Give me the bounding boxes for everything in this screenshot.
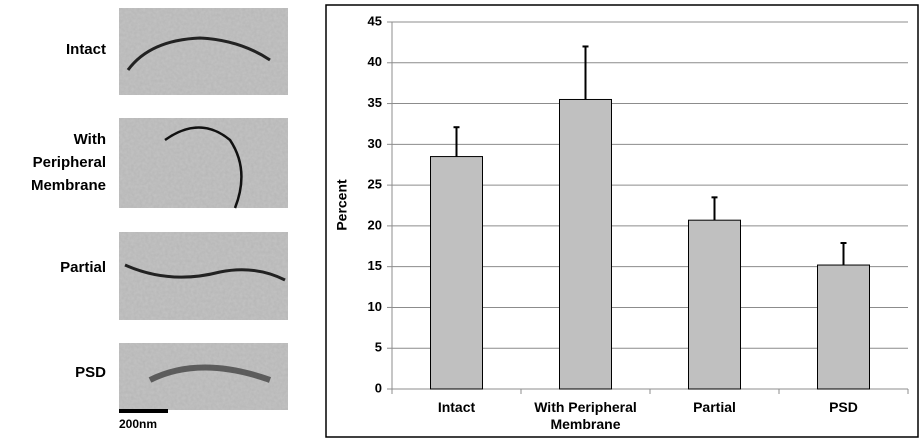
panel-label: Intact bbox=[65, 41, 106, 58]
bar bbox=[688, 219, 741, 390]
y-tick-label: 45 bbox=[368, 13, 382, 28]
micrograph-texture bbox=[119, 8, 288, 95]
x-tick-label: PSD bbox=[829, 399, 858, 415]
panel-label: Partial bbox=[60, 259, 106, 276]
micrograph-structure bbox=[148, 364, 272, 383]
scale-bar-label: 200nm bbox=[119, 417, 157, 431]
y-tick-label: 15 bbox=[368, 258, 382, 273]
y-tick-label: 25 bbox=[368, 177, 382, 192]
x-tick-label: Partial bbox=[693, 399, 736, 415]
bar bbox=[559, 98, 612, 390]
chart-frame bbox=[325, 4, 919, 438]
y-tick-label: 40 bbox=[368, 54, 382, 69]
panel-label: PSD bbox=[75, 364, 106, 381]
scale-bar bbox=[119, 409, 168, 413]
y-tick-label: 10 bbox=[368, 299, 382, 314]
y-axis-label: Percent bbox=[334, 179, 350, 231]
y-tick-label: 5 bbox=[375, 340, 382, 355]
micrograph-images bbox=[119, 8, 288, 413]
x-tick-label: Intact bbox=[437, 399, 476, 415]
micrograph-structure bbox=[164, 126, 243, 209]
y-tick-label: 0 bbox=[375, 380, 382, 395]
y-tick-label: 20 bbox=[368, 217, 382, 232]
micrograph-structure bbox=[126, 36, 271, 71]
micrograph-texture bbox=[119, 118, 288, 208]
bar bbox=[817, 264, 870, 390]
y-tick-label: 35 bbox=[368, 95, 382, 110]
micrograph-structure bbox=[124, 263, 286, 282]
x-tick-label: With Peripheral Membrane bbox=[534, 399, 637, 432]
bar bbox=[430, 156, 483, 390]
panel-label: With Peripheral Membrane bbox=[30, 131, 106, 194]
y-tick-label: 30 bbox=[368, 136, 382, 151]
